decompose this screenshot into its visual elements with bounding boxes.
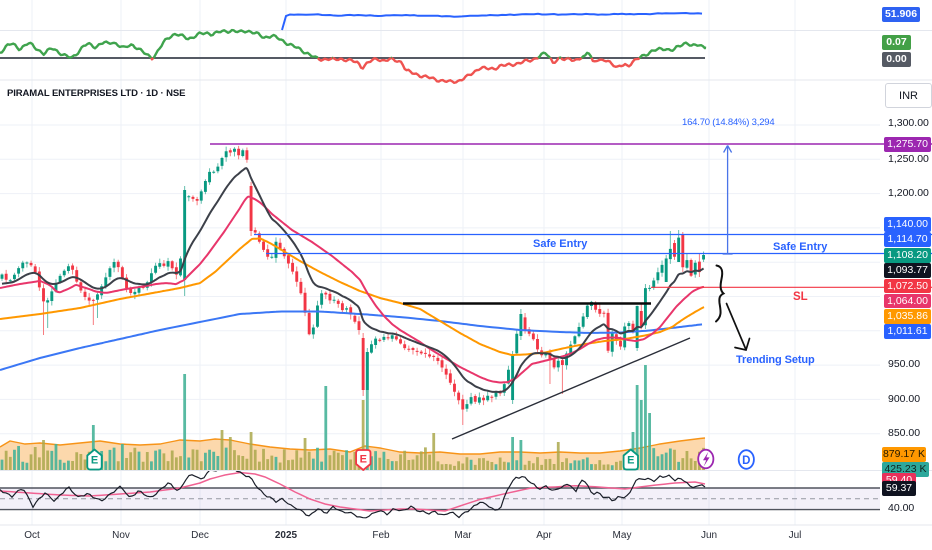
svg-text:E: E bbox=[91, 455, 98, 467]
svg-text:E: E bbox=[627, 455, 634, 467]
svg-text:E: E bbox=[360, 454, 367, 466]
svg-text:D: D bbox=[742, 455, 750, 467]
